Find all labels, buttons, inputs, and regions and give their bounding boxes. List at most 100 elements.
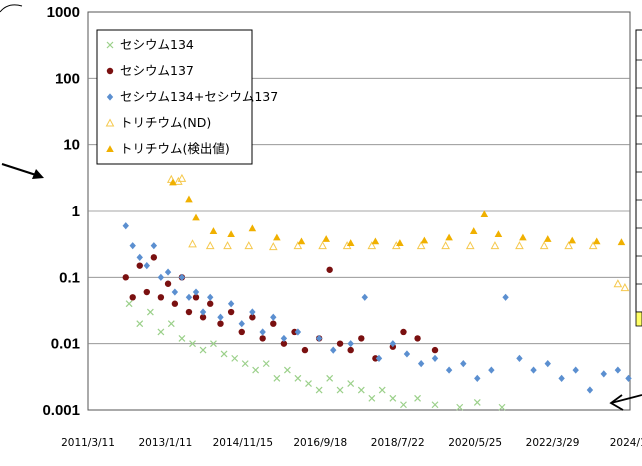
series-layer [122,173,632,411]
data-point-tritium_nd [490,241,500,250]
data-point-cs137 [414,335,421,342]
data-point-cs_total [227,300,235,308]
data-point-cs_total [431,354,439,362]
data-point-cs134 [414,394,421,402]
legend-label-cs-total: セシウム134+セシウム137 [120,89,278,104]
data-point-cs137 [199,314,207,321]
legend-label-tritium-detected: トリチウム(検出値) [120,141,230,156]
data-point-cs134 [125,300,133,308]
arrow-left-pointer [1,162,44,179]
data-point-cs_total [136,253,143,261]
side-table-fragment [635,29,642,327]
data-point-cs137 [143,288,150,296]
data-point-tritium_nd [515,241,524,250]
data-point-cs134 [283,366,291,374]
data-point-cs_total [192,288,200,296]
data-point-cs_total [403,350,411,358]
data-point-tritium_detected [543,235,552,242]
data-point-cs134 [199,346,207,354]
data-point-cs134 [389,394,397,402]
data-point-tritium_detected [494,230,503,238]
data-point-tritium_nd [268,242,278,251]
data-point-tritium_detected [185,195,193,203]
data-point-cs137 [227,308,235,316]
data-point-cs_total [171,288,179,296]
legend-label-cs134: セシウム134 [120,37,194,52]
data-point-tritium_detected [371,237,380,245]
data-point-cs_total [259,328,266,336]
data-point-cs137 [400,328,407,336]
data-point-cs137 [207,300,214,307]
data-point-cs137 [238,328,245,336]
data-point-cs_total [445,366,453,374]
x-tick-label: 2018/7/22 [371,437,425,449]
data-point-tritium_nd [539,241,549,250]
y-tick-label: 0.1 [59,269,80,286]
legend-marker-shape [106,41,114,49]
x-tick-label: 2022/3/29 [526,437,580,449]
y-tick-label: 1000 [47,4,80,21]
series-tritium_detected [169,178,626,246]
legend-marker-tritium-detected [106,145,114,152]
side-table-highlight-cell [635,311,642,327]
data-point-cs_total [474,374,481,382]
corner-curve-mark [0,4,23,13]
data-point-cs_total [157,273,165,281]
data-point-cs134 [210,340,217,348]
data-point-cs137 [157,294,165,301]
data-point-cs134 [157,328,165,336]
data-point-cs134 [305,380,312,388]
data-point-cs_total [143,262,150,270]
data-point-cs134 [189,340,196,348]
y-tick-label: 0.001 [42,402,80,419]
data-point-tritium_nd [367,241,377,250]
x-tick-label: 2024/1/ [610,437,642,449]
data-point-tritium_nd [318,241,327,250]
data-point-cs137 [372,355,379,362]
y-tick-label: 100 [55,70,80,87]
data-point-cs_total [185,293,193,301]
data-point-cs_total [164,268,172,276]
data-point-tritium_detected [192,213,200,221]
legend-marker-cs134 [106,41,114,49]
legend-marker-shape [106,67,114,75]
data-point-cs_total [488,366,495,374]
data-point-cs_total [315,334,323,343]
data-point-cs134 [378,386,386,394]
data-point-tritium_nd [441,241,450,250]
data-point-cs137 [358,335,365,342]
data-point-cs_total [389,340,397,348]
y-tick-label: 0.01 [51,336,80,353]
data-point-tritium_nd [223,241,232,250]
data-point-cs137 [270,320,277,327]
y-tick-labels: 1000 100 10 1 0.1 0.01 0.001 [42,4,80,419]
data-point-cs134 [136,320,144,328]
y-tick-label: 10 [63,137,80,154]
data-point-cs134 [473,399,481,406]
x-tick-labels: 2011/3/11 2013/1/11 2014/11/15 2016/9/18 201… [61,437,642,449]
data-point-tritium_detected [420,236,429,244]
arrow-right-pointer [609,394,642,411]
legend-marker-tritium-nd [105,118,115,127]
data-point-cs_total [530,366,537,374]
data-point-tritium_nd [188,239,197,248]
data-point-cs134 [252,366,260,374]
data-point-tritium_nd [620,283,630,292]
x-tick-label: 2013/1/11 [139,437,193,449]
data-point-tritium_nd [244,241,254,250]
data-point-tritium_detected [248,224,257,232]
data-point-cs_total [502,293,509,301]
x-tick-label: 2020/5/25 [448,437,502,449]
data-point-tritium_detected [209,227,218,234]
data-point-cs_total [572,366,579,374]
data-point-cs134 [336,386,344,394]
data-point-cs134 [273,374,281,382]
data-point-cs_total [417,360,425,368]
data-point-cs137 [280,340,288,347]
data-point-cs137 [336,340,344,347]
data-point-cs_total [600,370,607,378]
data-point-cs_total [347,340,354,348]
legend-marker-shape [106,93,114,101]
